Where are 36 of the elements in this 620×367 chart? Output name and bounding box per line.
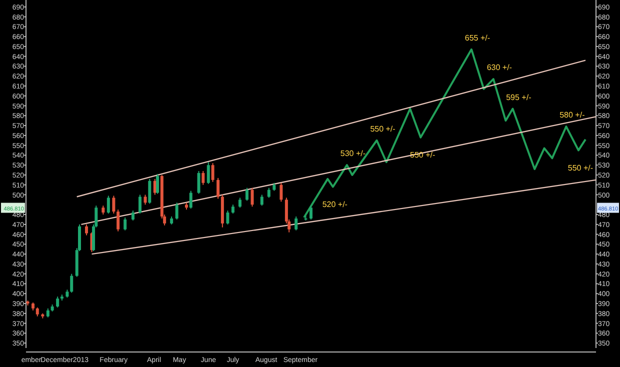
annotation: 595 +/- (506, 92, 532, 102)
candlestick (226, 210, 230, 225)
candlestick (148, 178, 152, 204)
annotation: 530 +/- (340, 149, 366, 158)
annotation: 630 +/- (486, 63, 512, 72)
annotation: 580 +/- (560, 110, 586, 120)
candlestick (216, 177, 220, 200)
candlestick (70, 273, 74, 294)
candlestick (138, 194, 142, 214)
annotation: 655 +/- (464, 33, 490, 42)
candlestick (106, 195, 110, 214)
candlestick (206, 162, 210, 184)
candlestick (211, 162, 214, 182)
candlestick (260, 194, 264, 206)
candlestick (238, 197, 242, 208)
candlestick (124, 217, 127, 231)
candlestick (267, 187, 270, 198)
candlestick (156, 174, 160, 194)
candlestick (310, 205, 312, 220)
candlestick (112, 195, 116, 214)
candlestick (280, 182, 283, 202)
annotation: 550 +/- (568, 163, 594, 172)
candlestick (85, 224, 88, 236)
candlestick (131, 210, 134, 221)
candlestick (294, 216, 298, 231)
candlestick (189, 190, 192, 210)
candlestick (197, 170, 200, 194)
annotation: 520 +/- (322, 200, 348, 209)
candlestick (202, 170, 205, 186)
candlestick (250, 187, 254, 208)
annotation: 550 +/- (370, 124, 396, 134)
candlestick (144, 194, 147, 206)
candlestick (56, 296, 60, 308)
candlestick (116, 209, 120, 232)
candlestick (245, 187, 248, 202)
candlestick (175, 202, 178, 220)
